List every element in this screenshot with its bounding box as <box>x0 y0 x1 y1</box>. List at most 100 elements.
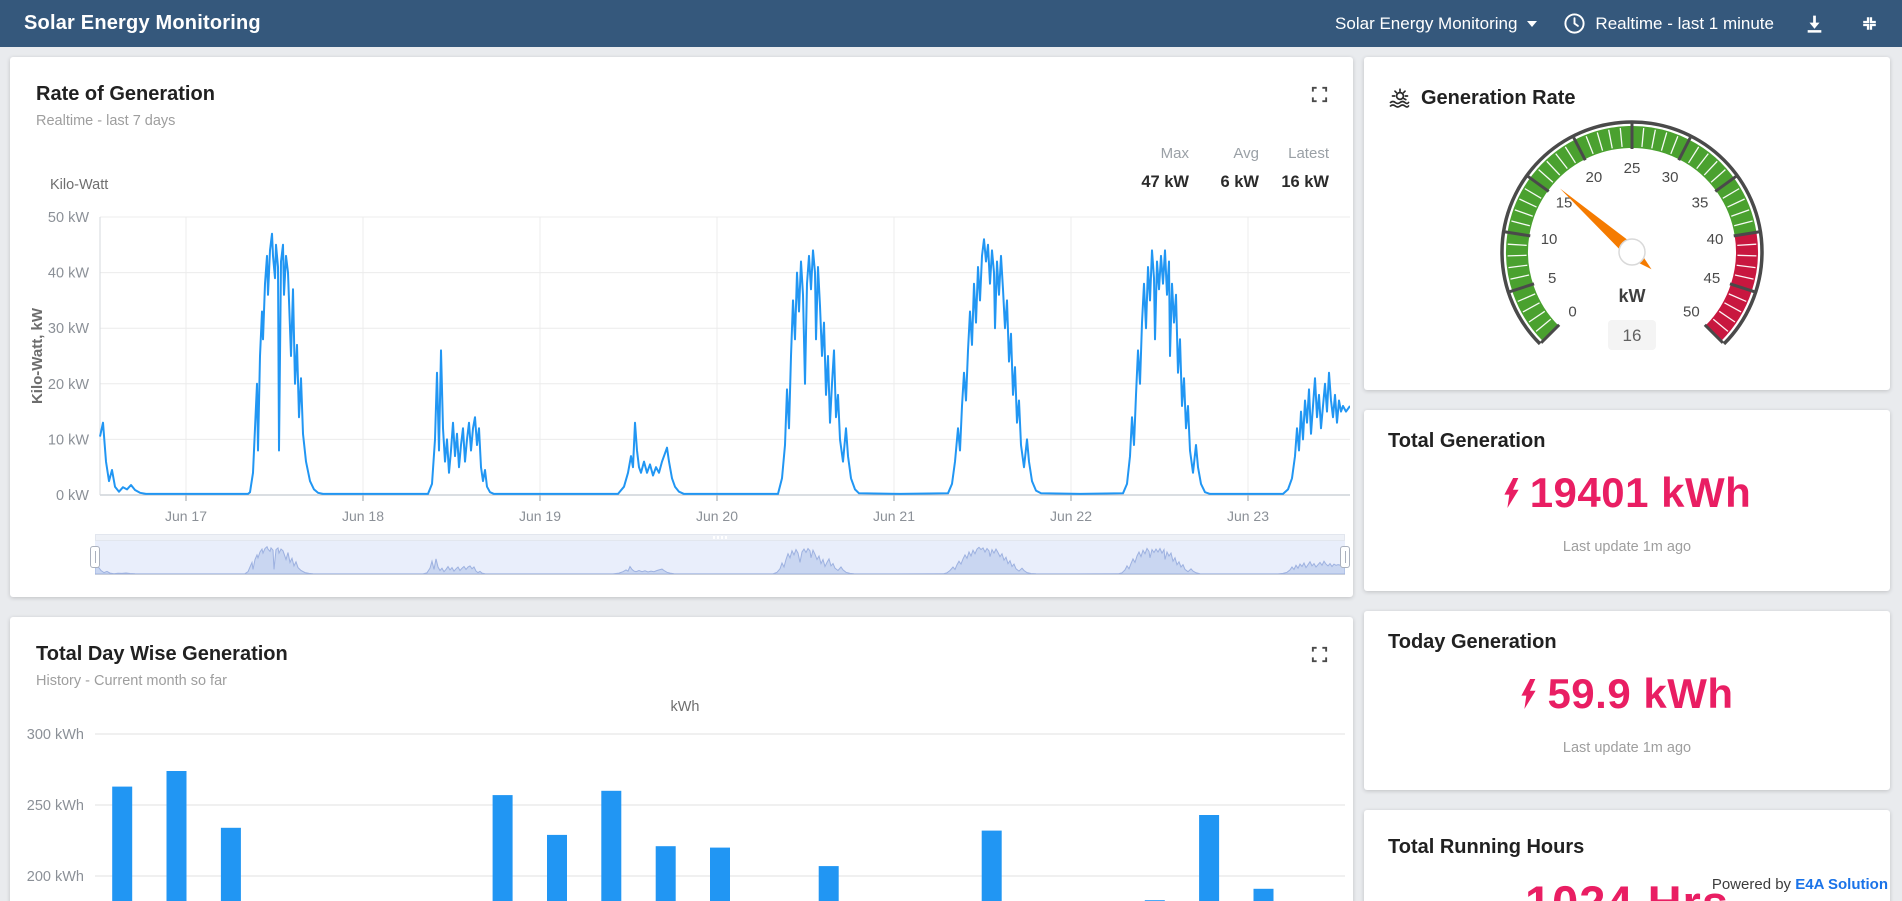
stat-max-value: 47 kW <box>1141 173 1189 191</box>
compress-icon <box>1859 13 1880 34</box>
bolt-icon <box>1503 478 1520 508</box>
stat-latest-label: Latest <box>1288 145 1329 162</box>
nav-chart-svg <box>95 545 1345 574</box>
today-generation-updated: Last update 1m ago <box>1562 740 1692 756</box>
dashboard-selector[interactable]: Solar Energy Monitoring <box>1335 13 1538 34</box>
gauge-unit-label: kW <box>1619 286 1646 306</box>
today-generation-card: Today Generation 59.9 kWh Last update 1m… <box>1364 611 1890 790</box>
svg-text:50 kW: 50 kW <box>48 210 89 226</box>
total-generation-card: Total Generation 19401 kWh Last update 1… <box>1364 410 1890 591</box>
svg-text:5: 5 <box>1548 270 1556 287</box>
total-generation-value-row: 19401 kWh <box>1388 469 1866 517</box>
compress-button[interactable] <box>1855 9 1884 38</box>
expand-daywise-panel-button[interactable] <box>1308 643 1331 666</box>
brand-link[interactable]: E4A Solution <box>1795 876 1888 893</box>
gauge-outer-ring <box>1500 120 1764 346</box>
fullscreen-icon <box>1310 645 1329 664</box>
rate-panel-subtitle: Realtime - last 7 days <box>36 113 176 129</box>
powered-by: Powered by E4A Solution <box>1712 876 1888 893</box>
navigator-band[interactable] <box>95 541 1345 575</box>
svg-text:Jun 18: Jun 18 <box>342 508 384 524</box>
time-range-label: Realtime - last 1 minute <box>1595 13 1774 33</box>
total-generation-updated: Last update 1m ago <box>1562 539 1692 555</box>
daywise-panel-title: Total Day Wise Generation <box>36 643 288 665</box>
navbar-controls: Solar Energy Monitoring Realtime - last … <box>1335 9 1884 38</box>
rate-line-series <box>99 232 1350 495</box>
legend-kilo-watt[interactable]: Kilo-Watt <box>34 177 108 193</box>
chevron-down-icon <box>1527 20 1538 27</box>
clock-icon <box>1563 12 1586 35</box>
svg-text:Jun 22: Jun 22 <box>1050 508 1092 524</box>
svg-text:Jun 23: Jun 23 <box>1227 508 1269 524</box>
download-icon <box>1804 13 1825 34</box>
navigator-area <box>95 545 1345 574</box>
running-hours-title: Total Running Hours <box>1388 836 1585 858</box>
gauge-panel-title-row: Generation Rate <box>1386 85 1575 111</box>
daywise-generation-panel: Total Day Wise Generation History - Curr… <box>10 617 1353 901</box>
range-navigator[interactable] <box>90 534 1350 575</box>
gauge-hub <box>1618 238 1646 266</box>
daywise-chart-svg: 300 kWh 250 kWh 200 kWh <box>27 727 1345 901</box>
running-hours-value: 1024 Hrs <box>1388 875 1866 901</box>
svg-text:250 kWh: 250 kWh <box>27 798 84 814</box>
svg-text:30 kW: 30 kW <box>48 321 89 337</box>
scrollbar-grip-icon <box>713 536 727 539</box>
svg-text:40: 40 <box>1707 231 1724 248</box>
svg-text:35: 35 <box>1692 195 1709 212</box>
svg-text:0 kW: 0 kW <box>56 488 89 504</box>
expand-rate-panel-button[interactable] <box>1308 83 1331 106</box>
svg-text:15: 15 <box>1556 195 1573 212</box>
svg-text:20: 20 <box>1586 169 1603 186</box>
today-generation-value-row: 59.9 kWh <box>1388 670 1866 718</box>
svg-text:45: 45 <box>1704 270 1721 287</box>
rate-chart-svg: Jun 17 Jun 18 Jun 19 Jun 20 Jun 21 Jun 22 Jun … <box>29 210 1350 524</box>
today-generation-title: Today Generation <box>1388 631 1557 653</box>
gauge-value-box <box>1608 320 1656 350</box>
stat-max-label: Max <box>1160 145 1189 162</box>
svg-text:Jun 20: Jun 20 <box>696 508 738 524</box>
gauge-value: 16 <box>1623 326 1642 345</box>
daywise-bars <box>112 771 1274 901</box>
svg-text:300 kWh: 300 kWh <box>27 727 84 743</box>
rate-of-generation-panel: Rate of Generation Realtime - last 7 day… <box>10 57 1353 597</box>
svg-text:200 kWh: 200 kWh <box>27 869 84 885</box>
svg-text:Jun 21: Jun 21 <box>873 508 915 524</box>
rate-grid: Jun 17 Jun 18 Jun 19 Jun 20 Jun 21 Jun 22 Jun … <box>48 210 1350 524</box>
bolt-icon <box>1520 679 1537 709</box>
svg-text:Jun 17: Jun 17 <box>165 508 207 524</box>
stat-avg-value: 6 kW <box>1220 173 1259 191</box>
navigator-scrollbar[interactable] <box>95 534 1345 541</box>
svg-text:10 kW: 10 kW <box>48 432 89 448</box>
daywise-grid: 300 kWh 250 kWh 200 kWh <box>27 727 1345 885</box>
svg-text:10: 10 <box>1541 231 1558 248</box>
svg-text:40 kW: 40 kW <box>48 266 89 282</box>
generation-rate-gauge-panel: 0 5 10 15 20 25 30 35 40 45 50 kW 16 Generation Rate <box>1364 57 1890 390</box>
today-generation-value: 59.9 kWh <box>1547 670 1734 717</box>
svg-text:Kilo-Watt, kW: Kilo-Watt, kW <box>29 307 46 404</box>
powered-by-label: Powered by <box>1711 876 1792 893</box>
time-range-selector[interactable]: Realtime - last 1 minute <box>1563 12 1774 35</box>
navbar: Solar Energy Monitoring Solar Energy Mon… <box>0 0 1902 47</box>
series-stats: Max 47 kW Avg 6 kW Latest 16 kW <box>1135 145 1329 192</box>
svg-text:25: 25 <box>1624 160 1641 177</box>
fullscreen-icon <box>1310 85 1329 104</box>
dashboard-selector-label: Solar Energy Monitoring <box>1335 13 1518 33</box>
running-hours-card: Total Running Hours 1024 Hrs <box>1364 810 1890 901</box>
stat-latest-value: 16 kW <box>1281 173 1329 191</box>
legend-dot <box>34 181 43 190</box>
sun-icon <box>1386 85 1412 111</box>
navigator-handle-left[interactable] <box>90 546 100 568</box>
download-button[interactable] <box>1800 9 1829 38</box>
navigator-handle-right[interactable] <box>1340 546 1350 568</box>
stat-avg-label: Avg <box>1233 145 1259 162</box>
legend-kwh-label: kWh <box>670 699 700 715</box>
legend-kwh[interactable]: kWh <box>10 699 1353 715</box>
svg-text:0: 0 <box>1568 303 1576 320</box>
svg-text:30: 30 <box>1662 169 1679 186</box>
svg-text:Jun 19: Jun 19 <box>519 508 561 524</box>
gauge-panel-title: Generation Rate <box>1421 86 1576 109</box>
rate-panel-title: Rate of Generation <box>36 83 215 105</box>
app-title: Solar Energy Monitoring <box>24 12 261 34</box>
